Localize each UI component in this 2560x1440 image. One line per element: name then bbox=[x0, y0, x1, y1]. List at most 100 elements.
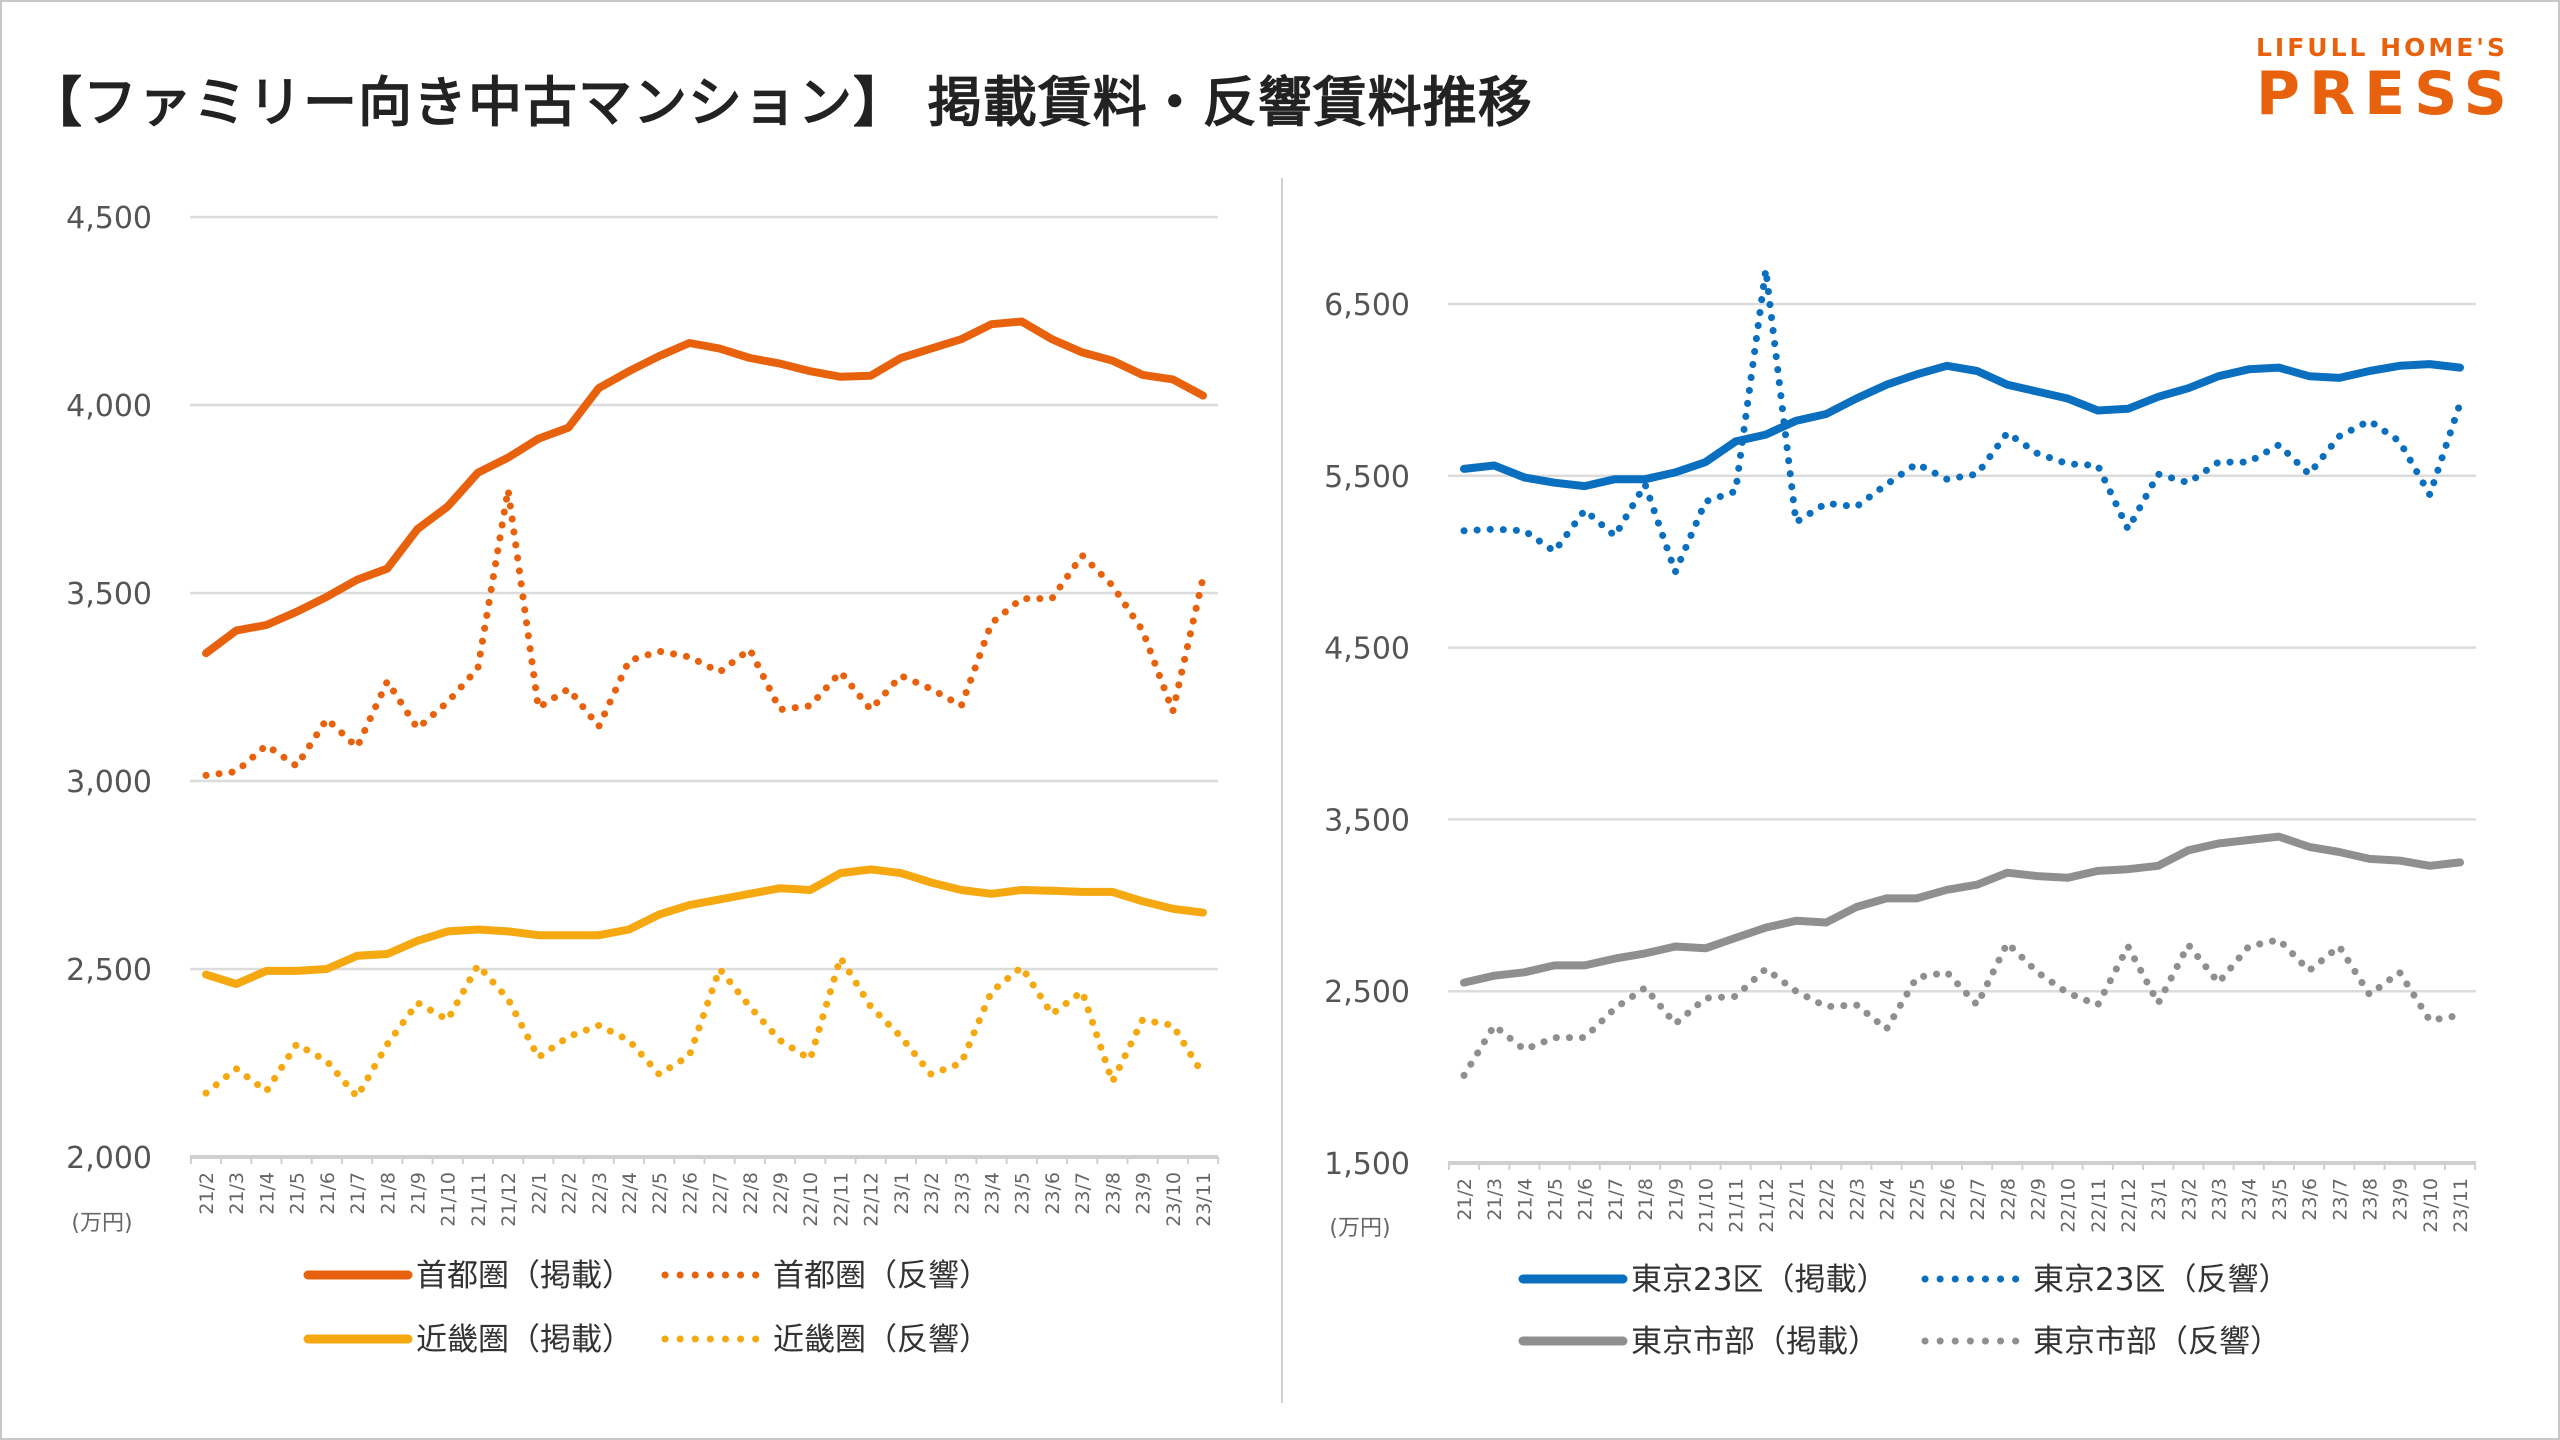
y-tick-label: 2,500 bbox=[66, 953, 152, 988]
x-tick-label: 22/3 bbox=[1846, 1178, 1868, 1221]
series-line-response-3 bbox=[202, 954, 1207, 1101]
x-tick-label: 23/9 bbox=[2390, 1178, 2412, 1221]
x-tick-label: 23/7 bbox=[2329, 1178, 2351, 1221]
x-tick-label: 23/5 bbox=[1012, 1172, 1034, 1215]
legend-label: 東京市部（反響） bbox=[2033, 1324, 2281, 1360]
x-tick-label: 23/1 bbox=[891, 1172, 913, 1215]
x-tick-label: 21/3 bbox=[226, 1172, 248, 1215]
x-tick-label: 23/11 bbox=[1193, 1172, 1215, 1227]
y-tick-label: 5,500 bbox=[1324, 460, 1410, 495]
x-tick-label: 23/6 bbox=[1042, 1172, 1064, 1215]
y-unit-label: (万円) bbox=[71, 1211, 132, 1236]
x-tick-label: 23/4 bbox=[982, 1172, 1004, 1215]
legend-label: 近畿圏（反響） bbox=[773, 1322, 990, 1358]
x-tick-label: 22/11 bbox=[830, 1172, 852, 1227]
x-tick-label: 22/2 bbox=[1816, 1178, 1838, 1221]
x-tick-label: 22/3 bbox=[589, 1172, 611, 1215]
x-tick-label: 21/7 bbox=[1605, 1178, 1627, 1221]
x-tick-label: 23/3 bbox=[951, 1172, 973, 1215]
logo-line1: LIFULL HOME'S bbox=[2256, 33, 2508, 62]
x-tick-label: 22/11 bbox=[2088, 1178, 2110, 1233]
x-tick-label: 21/2 bbox=[1454, 1178, 1476, 1221]
x-tick-label: 21/9 bbox=[407, 1172, 429, 1215]
x-tick-label: 21/12 bbox=[1756, 1178, 1778, 1233]
y-tick-label: 4,000 bbox=[66, 389, 152, 424]
y-unit-label: (万円) bbox=[1329, 1216, 1390, 1241]
x-tick-label: 22/6 bbox=[679, 1172, 701, 1215]
x-tick-label: 23/1 bbox=[2148, 1178, 2170, 1221]
y-tick-label: 3,500 bbox=[66, 577, 152, 612]
x-tick-label: 22/8 bbox=[740, 1172, 762, 1215]
x-tick-label: 22/10 bbox=[800, 1172, 822, 1227]
x-tick-label: 22/4 bbox=[1877, 1178, 1899, 1221]
x-tick-label: 21/3 bbox=[1484, 1178, 1506, 1221]
x-tick-label: 21/9 bbox=[1665, 1178, 1687, 1221]
legend-label: 東京市部（掲載） bbox=[1631, 1324, 1879, 1360]
x-tick-label: 23/9 bbox=[1133, 1172, 1155, 1215]
y-tick-label: 2,500 bbox=[1324, 975, 1410, 1010]
x-tick-label: 22/7 bbox=[1967, 1178, 1989, 1221]
series-line-listing-2 bbox=[1460, 832, 2464, 987]
x-tick-label: 22/10 bbox=[2058, 1178, 2080, 1233]
logo-line2: PRESS bbox=[2256, 59, 2516, 129]
x-tick-label: 23/8 bbox=[1102, 1172, 1124, 1215]
x-tick-label: 22/12 bbox=[2118, 1178, 2140, 1233]
x-tick-label: 23/11 bbox=[2450, 1178, 2472, 1233]
x-tick-label: 23/5 bbox=[2269, 1178, 2291, 1221]
x-tick-label: 22/5 bbox=[1907, 1178, 1929, 1221]
x-tick-label: 22/9 bbox=[770, 1172, 792, 1215]
series-line-response-3 bbox=[1460, 936, 2464, 1079]
x-tick-label: 22/9 bbox=[2027, 1178, 2049, 1221]
x-tick-label: 23/2 bbox=[921, 1172, 943, 1215]
x-tick-label: 23/8 bbox=[2359, 1178, 2381, 1221]
legend-label: 東京23区（反響） bbox=[2033, 1262, 2289, 1298]
series-line-listing-0 bbox=[1460, 360, 2464, 491]
x-tick-label: 21/10 bbox=[438, 1172, 460, 1227]
x-tick-label: 22/2 bbox=[559, 1172, 581, 1215]
series-line-response-1 bbox=[202, 486, 1207, 779]
x-tick-label: 21/6 bbox=[1575, 1178, 1597, 1221]
x-tick-label: 21/11 bbox=[468, 1172, 490, 1227]
x-tick-label: 22/1 bbox=[528, 1172, 550, 1215]
legend-label: 首都圏（反響） bbox=[773, 1258, 990, 1294]
x-tick-label: 21/7 bbox=[347, 1172, 369, 1215]
series-line-listing-2 bbox=[202, 865, 1207, 988]
chart-divider bbox=[1281, 178, 1283, 1403]
x-tick-label: 21/2 bbox=[196, 1172, 218, 1215]
x-tick-label: 23/2 bbox=[2178, 1178, 2200, 1221]
x-tick-label: 22/1 bbox=[1786, 1178, 1808, 1221]
x-tick-label: 21/8 bbox=[1635, 1178, 1657, 1221]
series-line-listing-0 bbox=[202, 317, 1207, 658]
x-tick-label: 23/10 bbox=[2420, 1178, 2442, 1233]
x-tick-label: 21/4 bbox=[1514, 1178, 1536, 1221]
x-tick-label: 21/10 bbox=[1695, 1178, 1717, 1233]
y-tick-label: 3,500 bbox=[1324, 803, 1410, 838]
x-tick-label: 21/4 bbox=[256, 1172, 278, 1215]
x-tick-label: 22/5 bbox=[649, 1172, 671, 1215]
y-tick-label: 4,500 bbox=[1324, 632, 1410, 667]
y-tick-label: 6,500 bbox=[1324, 288, 1410, 323]
legend-label: 東京23区（掲載） bbox=[1631, 1262, 1887, 1298]
x-tick-label: 22/8 bbox=[1997, 1178, 2019, 1221]
x-tick-label: 23/6 bbox=[2299, 1178, 2321, 1221]
x-tick-label: 21/11 bbox=[1726, 1178, 1748, 1233]
x-tick-label: 22/7 bbox=[710, 1172, 732, 1215]
x-tick-label: 22/12 bbox=[861, 1172, 883, 1227]
x-tick-label: 23/10 bbox=[1163, 1172, 1185, 1227]
x-tick-label: 23/3 bbox=[2209, 1178, 2231, 1221]
y-tick-label: 1,500 bbox=[1324, 1147, 1410, 1182]
page-title: 【ファミリー向き中古マンション】 掲載賃料・反響賃料推移 bbox=[28, 71, 1533, 134]
x-tick-label: 21/12 bbox=[498, 1172, 520, 1227]
y-tick-label: 3,000 bbox=[66, 765, 152, 800]
x-tick-label: 21/8 bbox=[377, 1172, 399, 1215]
x-tick-label: 23/4 bbox=[2239, 1178, 2261, 1221]
legend-label: 首都圏（掲載） bbox=[416, 1258, 633, 1294]
x-tick-label: 22/4 bbox=[619, 1172, 641, 1215]
y-tick-label: 4,500 bbox=[66, 201, 152, 236]
series-line-response-1 bbox=[1460, 266, 2464, 576]
x-tick-label: 22/6 bbox=[1937, 1178, 1959, 1221]
lifull-homes-press-logo: LIFULL HOME'S PRESS bbox=[2256, 33, 2516, 129]
